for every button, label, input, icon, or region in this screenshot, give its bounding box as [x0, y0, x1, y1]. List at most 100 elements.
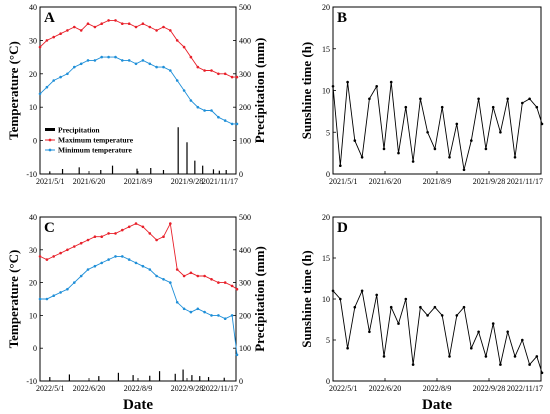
sunshine-point — [419, 97, 422, 101]
sunshine-point — [389, 80, 393, 84]
min-temperature-point — [210, 314, 213, 317]
sunshine-line — [332, 289, 543, 373]
sunshine-point — [484, 147, 488, 151]
plot-frame — [332, 216, 542, 382]
min-temperature-point — [73, 281, 76, 284]
y-tick-label: 20 — [322, 213, 330, 222]
y2-axis-label: Precipitation (mm) — [252, 38, 267, 144]
sunshine-point — [346, 80, 349, 84]
y-tick-label: 10 — [322, 87, 330, 96]
max-temperature-point — [189, 55, 193, 59]
y-tick-label: 15 — [322, 45, 330, 54]
sunshine-point — [426, 314, 429, 317]
y2-tick-label: 100 — [239, 137, 251, 146]
y-tick-label: 30 — [29, 36, 37, 45]
x-tick-label: 2021/5/1 — [329, 177, 357, 186]
max-temperature-point — [155, 29, 158, 32]
max-temperature-point — [79, 29, 83, 32]
x-tick-label: 2021/11/17 — [202, 177, 238, 186]
x-tick-label: 2022/9/28 — [473, 384, 505, 393]
x-tick-label: 2021/6/20 — [369, 177, 401, 186]
max-temperature-point — [73, 245, 76, 248]
panel-b: 0 5 10 15 20 2021/5/1 2021/6/20 2021/8/9 2021/9/… — [299, 3, 544, 186]
min-temperature-point — [45, 85, 49, 89]
y-tick-label: 10 — [29, 103, 37, 112]
legend-maximum-temperature: Maximum temperature — [45, 136, 134, 145]
min-temperature-point — [79, 62, 83, 66]
panel-d: 0 5 10 15 20 2022/5/1 2022/6/20 2022/8/9 2022/9/… — [299, 213, 544, 413]
min-temperature-point — [148, 62, 152, 66]
min-temperature-point — [203, 109, 206, 112]
max-temperature-point — [52, 35, 55, 39]
min-temperature-point — [196, 307, 200, 311]
sunshine-point — [433, 147, 437, 151]
legend-label: Maximum temperature — [58, 136, 134, 145]
y-tick-label: -10 — [26, 170, 37, 179]
max-temperature-point — [175, 39, 179, 42]
sunshine-point — [448, 156, 451, 159]
y-tick-label: 10 — [322, 295, 330, 304]
y-tick-label: 0 — [33, 137, 37, 146]
plot-frame — [332, 6, 542, 175]
max-temperature-point — [217, 72, 220, 76]
min-temperature-point — [189, 310, 193, 314]
max-temperature-point — [230, 284, 234, 288]
sunshine-point — [491, 322, 495, 325]
sunshine-point — [368, 97, 371, 101]
max-temperature-point — [175, 268, 179, 271]
sunshine-point — [419, 305, 422, 309]
sunshine-point — [470, 139, 473, 142]
max-temperature-point — [107, 19, 110, 22]
sunshine-point — [513, 355, 517, 358]
sunshine-point — [411, 363, 415, 366]
x-tick-label: 2021/9/28 — [473, 177, 505, 186]
x-tick-label: 2021/9/28 — [171, 177, 203, 186]
max-temperature-point — [93, 235, 97, 238]
max-temperature-point — [59, 32, 62, 35]
sunshine-point — [462, 305, 466, 309]
min-temperature-point — [141, 59, 145, 62]
max-temperature-point — [210, 69, 213, 72]
sunshine-point — [382, 147, 386, 151]
sunshine-point — [360, 156, 364, 159]
min-temperature-point — [45, 297, 49, 301]
min-temperature-point — [230, 314, 234, 317]
min-temperature-line — [39, 56, 237, 125]
min-temperature-point — [230, 122, 234, 126]
sunshine-line — [332, 82, 543, 170]
x-tick-label: 2022/6/20 — [73, 384, 105, 393]
min-temperature-point — [66, 72, 69, 76]
min-temperature-point — [59, 75, 62, 79]
plot-frame — [39, 216, 237, 382]
max-temperature-point — [79, 241, 83, 245]
min-temperature-point — [175, 79, 179, 82]
min-temperature-point — [86, 59, 90, 62]
sunshine-point — [528, 97, 531, 101]
y2-tick-label: 0 — [239, 170, 243, 179]
x-tick-label: 2021/8/9 — [124, 177, 152, 186]
max-temperature-line — [39, 222, 238, 290]
y2-tick-label: 100 — [239, 344, 251, 353]
y2-tick-label: 400 — [239, 36, 251, 45]
y-axis-label: Temperature (°C) — [6, 41, 21, 140]
min-temperature-point — [235, 122, 239, 126]
sunshine-point — [397, 151, 400, 155]
min-temperature-point — [107, 258, 110, 261]
max-temperature-point — [189, 271, 193, 275]
y-tick-label: 20 — [29, 279, 37, 288]
max-temperature-point — [52, 255, 55, 258]
y-tick-label: 40 — [29, 213, 37, 222]
sunshine-point — [389, 305, 393, 309]
max-temperature-point — [148, 25, 152, 29]
min-temperature-point — [203, 310, 206, 314]
x-tick-label: 2022/11/17 — [202, 384, 238, 393]
max-temperature-point — [235, 287, 239, 291]
sunshine-point — [477, 97, 480, 101]
sunshine-point — [540, 122, 544, 126]
max-temperature-point — [182, 45, 186, 49]
x-tick-label: 2022/5/1 — [36, 384, 64, 393]
max-temperature-point — [235, 75, 239, 79]
y-tick-label: 20 — [322, 3, 330, 12]
min-temperature-point — [217, 314, 220, 317]
